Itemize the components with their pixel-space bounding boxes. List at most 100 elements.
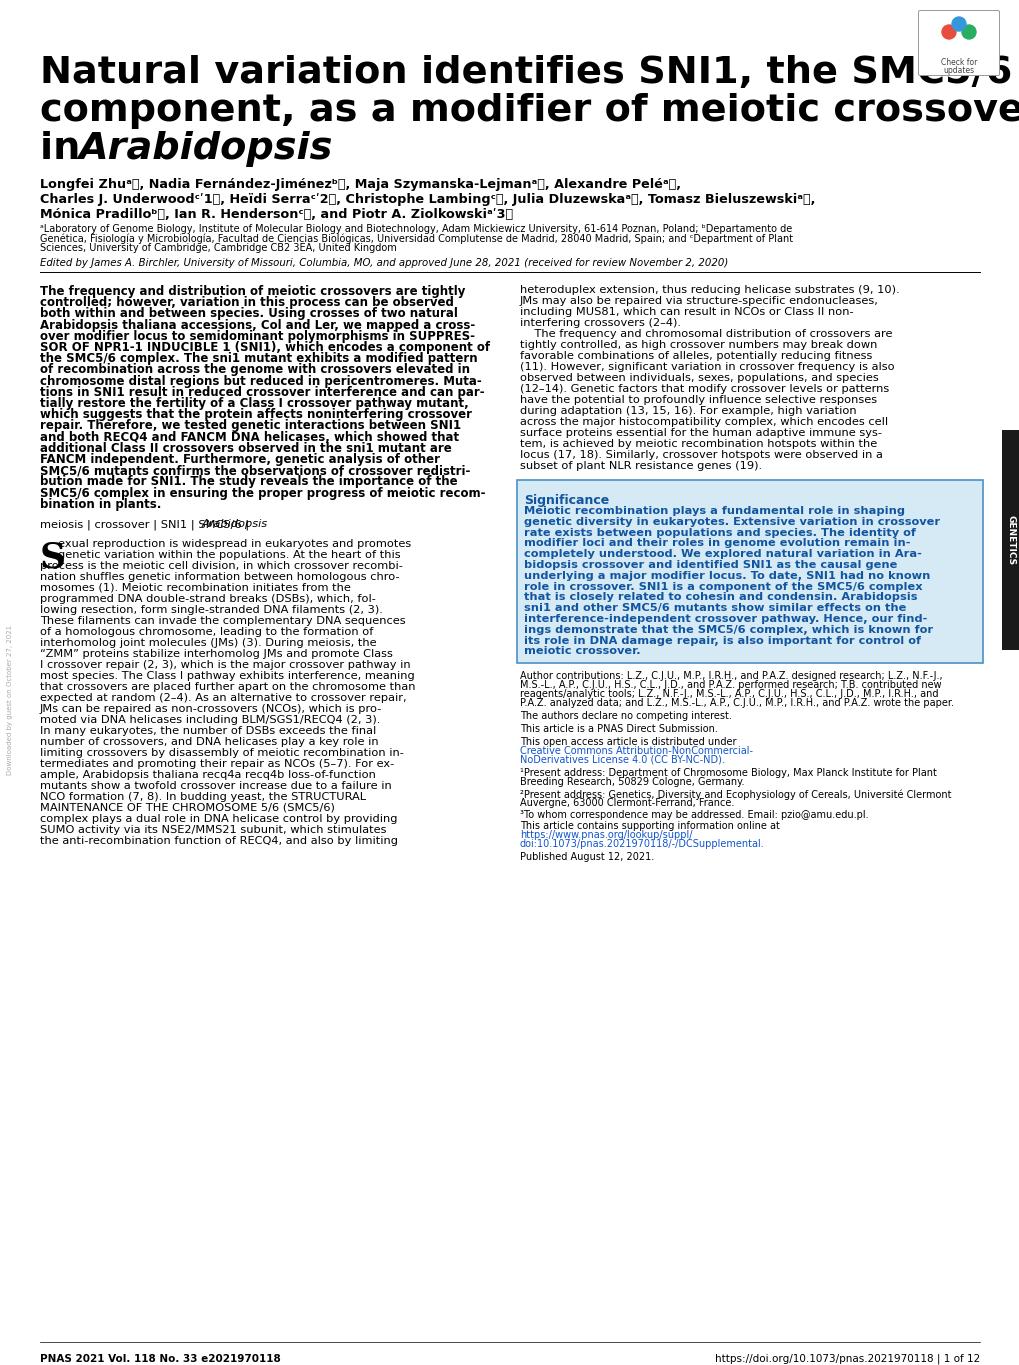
Text: the anti-recombination function of RECQ4, and also by limiting: the anti-recombination function of RECQ4… [40, 835, 397, 846]
Text: rate exists between populations and species. The identity of: rate exists between populations and spec… [524, 528, 915, 538]
Text: including MUS81, which can result in NCOs or Class II non-: including MUS81, which can result in NCO… [520, 307, 853, 317]
Text: interfering crossovers (2–4).: interfering crossovers (2–4). [520, 318, 681, 328]
Text: Auvergne, 63000 Clermont-Ferrand, France.: Auvergne, 63000 Clermont-Ferrand, France… [520, 797, 734, 808]
Text: Author contributions: L.Z., C.J.U., M.P., I.R.H., and P.A.Z. designed research; : Author contributions: L.Z., C.J.U., M.P.… [520, 672, 942, 681]
Text: This article contains supporting information online at: This article contains supporting informa… [520, 822, 783, 831]
Text: meiosis | crossover | SNI1 | SMC5/6 |: meiosis | crossover | SNI1 | SMC5/6 | [40, 519, 253, 530]
Text: Arabidopsis thaliana accessions, Col and Ler, we mapped a cross-: Arabidopsis thaliana accessions, Col and… [40, 318, 475, 332]
Text: tem, is achieved by meiotic recombination hotspots within the: tem, is achieved by meiotic recombinatio… [520, 440, 876, 449]
Text: The authors declare no competing interest.: The authors declare no competing interes… [520, 711, 732, 721]
Text: subset of plant NLR resistance genes (19).: subset of plant NLR resistance genes (19… [520, 461, 761, 471]
Text: complex plays a dual role in DNA helicase control by providing: complex plays a dual role in DNA helicas… [40, 814, 397, 824]
Text: SMC5/6 mutants confirms the observations of crossover redistri-: SMC5/6 mutants confirms the observations… [40, 464, 470, 478]
Bar [1001, 430, 1019, 650]
Text: (11). However, significant variation in crossover frequency is also: (11). However, significant variation in … [520, 362, 894, 373]
Text: tightly controlled, as high crossover numbers may break down: tightly controlled, as high crossover nu… [520, 340, 876, 349]
Text: SUMO activity via its NSE2/MMS21 subunit, which stimulates: SUMO activity via its NSE2/MMS21 subunit… [40, 824, 386, 835]
Circle shape [961, 25, 975, 40]
Text: I crossover repair (2, 3), which is the major crossover pathway in: I crossover repair (2, 3), which is the … [40, 661, 411, 670]
Text: M.S.-L., A.P., C.J.U., H.S., C.L., J.D., and P.A.Z. performed research; T.B. con: M.S.-L., A.P., C.J.U., H.S., C.L., J.D.,… [520, 680, 941, 689]
Text: JMs can be repaired as non-crossovers (NCOs), which is pro-: JMs can be repaired as non-crossovers (N… [40, 704, 382, 714]
Text: Natural variation identifies SNI1, the SMC5/6: Natural variation identifies SNI1, the S… [40, 55, 1011, 91]
Text: JMs may also be repaired via structure-specific endonucleases,: JMs may also be repaired via structure-s… [520, 296, 878, 306]
Text: number of crossovers, and DNA helicases play a key role in: number of crossovers, and DNA helicases … [40, 737, 378, 747]
Text: nation shuffles genetic information between homologous chro-: nation shuffles genetic information betw… [40, 572, 399, 581]
Text: ᵃLaboratory of Genome Biology, Institute of Molecular Biology and Biotechnology,: ᵃLaboratory of Genome Biology, Institute… [40, 224, 792, 233]
Text: exual reproduction is widespread in eukaryotes and promotes: exual reproduction is widespread in euka… [58, 539, 411, 549]
Text: Meiotic recombination plays a fundamental role in shaping: Meiotic recombination plays a fundamenta… [524, 506, 904, 516]
Text: This open access article is distributed under: This open access article is distributed … [520, 737, 739, 747]
Text: This article is a PNAS Direct Submission.: This article is a PNAS Direct Submission… [520, 725, 717, 734]
Text: “ZMM” proteins stabilize interhomolog JMs and promote Class: “ZMM” proteins stabilize interhomolog JM… [40, 648, 392, 659]
Text: NoDerivatives License 4.0 (CC BY-NC-ND).: NoDerivatives License 4.0 (CC BY-NC-ND). [520, 755, 725, 764]
Text: Mónica Pradilloᵇⓘ, Ian R. Hendersonᶜⓘ, and Piotr A. Ziolkowskiᵃʹ3ⓘ: Mónica Pradilloᵇⓘ, Ian R. Hendersonᶜⓘ, a… [40, 207, 513, 221]
Text: genetic variation within the populations. At the heart of this: genetic variation within the populations… [58, 550, 400, 560]
Text: Genética, Fisiología y Microbiología, Facultad de Ciencias Biológicas, Universid: Genética, Fisiología y Microbiología, Fa… [40, 233, 793, 244]
Text: Charles J. Underwoodᶜʹ1ⓘ, Heïdi Serraᶜʹ2ⓘ, Christophe Lambingᶜⓘ, Julia Dluzewska: Charles J. Underwoodᶜʹ1ⓘ, Heïdi Serraᶜʹ2… [40, 192, 814, 206]
Text: locus (17, 18). Similarly, crossover hotspots were observed in a: locus (17, 18). Similarly, crossover hot… [520, 450, 882, 460]
Text: The frequency and chromosomal distribution of crossovers are: The frequency and chromosomal distributi… [520, 329, 892, 339]
Text: Creative Commons Attribution-NonCommercial-: Creative Commons Attribution-NonCommerci… [520, 745, 752, 756]
Text: doi:10.1073/pnas.2021970118/-/DCSupplemental.: doi:10.1073/pnas.2021970118/-/DCSuppleme… [520, 839, 764, 849]
Text: The frequency and distribution of meiotic crossovers are tightly: The frequency and distribution of meioti… [40, 285, 465, 298]
FancyBboxPatch shape [917, 11, 999, 75]
Text: lowing resection, form single-stranded DNA filaments (2, 3).: lowing resection, form single-stranded D… [40, 605, 382, 616]
Text: sni1 and other SMC5/6 mutants show similar effects on the: sni1 and other SMC5/6 mutants show simil… [524, 603, 906, 613]
Text: over modifier locus to semidominant polymorphisms in SUPPRES-: over modifier locus to semidominant poly… [40, 330, 475, 343]
Text: expected at random (2–4). As an alternative to crossover repair,: expected at random (2–4). As an alternat… [40, 693, 407, 703]
Text: the SMC5/6 complex. The sni1 mutant exhibits a modified pattern: the SMC5/6 complex. The sni1 mutant exhi… [40, 352, 477, 366]
Text: ³To whom correspondence may be addressed. Email: pzio@amu.edu.pl.: ³To whom correspondence may be addressed… [520, 809, 868, 819]
Text: ¹Present address: Department of Chromosome Biology, Max Planck Institute for Pla: ¹Present address: Department of Chromoso… [520, 768, 936, 778]
Text: termediates and promoting their repair as NCOs (5–7). For ex-: termediates and promoting their repair a… [40, 759, 394, 768]
Text: mutants show a twofold crossover increase due to a failure in: mutants show a twofold crossover increas… [40, 781, 391, 790]
Text: https://doi.org/10.1073/pnas.2021970118 | 1 of 12: https://doi.org/10.1073/pnas.2021970118 … [714, 1354, 979, 1365]
Text: P.A.Z. analyzed data; and L.Z., M.S.-L., A.P., C.J.U., M.P., I.R.H., and P.A.Z. : P.A.Z. analyzed data; and L.Z., M.S.-L.,… [520, 698, 953, 707]
Text: Significance: Significance [524, 494, 608, 506]
Text: In many eukaryotes, the number of DSBs exceeds the final: In many eukaryotes, the number of DSBs e… [40, 726, 376, 736]
Text: both within and between species. Using crosses of two natural: both within and between species. Using c… [40, 307, 458, 321]
Text: PNAS 2021 Vol. 118 No. 33 e2021970118: PNAS 2021 Vol. 118 No. 33 e2021970118 [40, 1354, 280, 1364]
Text: GENETICS: GENETICS [1006, 515, 1015, 565]
Text: tions in SNI1 result in reduced crossover interference and can par-: tions in SNI1 result in reduced crossove… [40, 386, 484, 399]
Text: completely understood. We explored natural variation in Ara-: completely understood. We explored natur… [524, 549, 921, 560]
Text: moted via DNA helicases including BLM/SGS1/RECQ4 (2, 3).: moted via DNA helicases including BLM/SG… [40, 715, 380, 725]
Text: interhomolog joint molecules (JMs) (3). During meiosis, the: interhomolog joint molecules (JMs) (3). … [40, 637, 376, 648]
Text: ²Present address: Genetics, Diversity and Ecophysiology of Cereals, Université C: ²Present address: Genetics, Diversity an… [520, 789, 951, 800]
Text: Check for: Check for [940, 57, 976, 67]
Text: Arabidopsis: Arabidopsis [77, 131, 332, 167]
Text: have the potential to profoundly influence selective responses: have the potential to profoundly influen… [520, 394, 876, 405]
Text: Longfei Zhuᵃⓘ, Nadia Fernández-Jiménezᵇⓘ, Maja Szymanska-Lejmanᵃⓘ, Alexandre Pel: Longfei Zhuᵃⓘ, Nadia Fernández-Jiménezᵇⓘ… [40, 177, 681, 191]
Text: chromosome distal regions but reduced in pericentromeres. Muta-: chromosome distal regions but reduced in… [40, 374, 481, 388]
Circle shape [942, 25, 955, 40]
Text: genetic diversity in eukaryotes. Extensive variation in crossover: genetic diversity in eukaryotes. Extensi… [524, 517, 940, 527]
Text: ings demonstrate that the SMC5/6 complex, which is known for: ings demonstrate that the SMC5/6 complex… [524, 625, 932, 635]
Text: of recombination across the genome with crossovers elevated in: of recombination across the genome with … [40, 363, 470, 377]
Text: Arabidopsis: Arabidopsis [202, 519, 268, 530]
Text: These filaments can invade the complementary DNA sequences: These filaments can invade the complemen… [40, 616, 406, 627]
Text: SMC5/6 complex in ensuring the proper progress of meiotic recom-: SMC5/6 complex in ensuring the proper pr… [40, 486, 485, 500]
Text: Published August 12, 2021.: Published August 12, 2021. [520, 852, 653, 861]
FancyBboxPatch shape [517, 480, 982, 663]
Text: interference-independent crossover pathway. Hence, our find-: interference-independent crossover pathw… [524, 614, 926, 624]
Text: tially restore the fertility of a Class I crossover pathway mutant,: tially restore the fertility of a Class … [40, 397, 469, 410]
Text: bidopsis crossover and identified SNI1 as the causal gene: bidopsis crossover and identified SNI1 a… [524, 560, 897, 571]
Text: bination in plants.: bination in plants. [40, 498, 161, 511]
Text: most species. The Class I pathway exhibits interference, meaning: most species. The Class I pathway exhibi… [40, 672, 415, 681]
Text: that crossovers are placed further apart on the chromosome than: that crossovers are placed further apart… [40, 682, 415, 692]
Text: programmed DNA double-strand breaks (DSBs), which, fol-: programmed DNA double-strand breaks (DSB… [40, 594, 376, 603]
Text: FANCM independent. Furthermore, genetic analysis of other: FANCM independent. Furthermore, genetic … [40, 453, 439, 465]
Text: in: in [40, 131, 94, 167]
Text: and both RECQ4 and FANCM DNA helicases, which showed that: and both RECQ4 and FANCM DNA helicases, … [40, 430, 459, 444]
Text: underlying a major modifier locus. To date, SNI1 had no known: underlying a major modifier locus. To da… [524, 571, 929, 580]
Text: process is the meiotic cell division, in which crossover recombi-: process is the meiotic cell division, in… [40, 561, 403, 571]
Text: NCO formation (7, 8). In budding yeast, the STRUCTURAL: NCO formation (7, 8). In budding yeast, … [40, 792, 366, 803]
Text: MAINTENANCE OF THE CHROMOSOME 5/6 (SMC5/6): MAINTENANCE OF THE CHROMOSOME 5/6 (SMC5/… [40, 803, 334, 814]
Text: Downloaded by guest on October 27, 2021: Downloaded by guest on October 27, 2021 [7, 625, 13, 775]
Text: surface proteins essential for the human adaptive immune sys-: surface proteins essential for the human… [520, 429, 881, 438]
Text: role in crossover. SNI1 is a component of the SMC5/6 complex: role in crossover. SNI1 is a component o… [524, 581, 922, 591]
Text: favorable combinations of alleles, potentially reducing fitness: favorable combinations of alleles, poten… [520, 351, 871, 360]
Text: heteroduplex extension, thus reducing helicase substrates (9, 10).: heteroduplex extension, thus reducing he… [520, 285, 899, 295]
Text: Sciences, University of Cambridge, Cambridge CB2 3EA, United Kingdom: Sciences, University of Cambridge, Cambr… [40, 243, 396, 253]
Text: S: S [40, 541, 66, 575]
Text: that is closely related to cohesin and condensin. Arabidopsis: that is closely related to cohesin and c… [524, 592, 917, 602]
